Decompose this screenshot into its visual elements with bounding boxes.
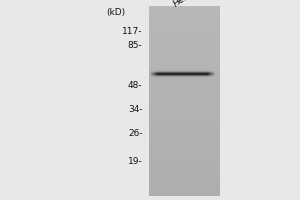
Text: 85-: 85- — [128, 40, 142, 49]
Text: (kD): (kD) — [106, 8, 125, 18]
Text: 117-: 117- — [122, 26, 142, 36]
Text: HeLa: HeLa — [172, 0, 196, 9]
Text: 26-: 26- — [128, 129, 142, 138]
Text: 48-: 48- — [128, 81, 142, 90]
Text: 19-: 19- — [128, 156, 142, 166]
Text: 34-: 34- — [128, 104, 142, 114]
